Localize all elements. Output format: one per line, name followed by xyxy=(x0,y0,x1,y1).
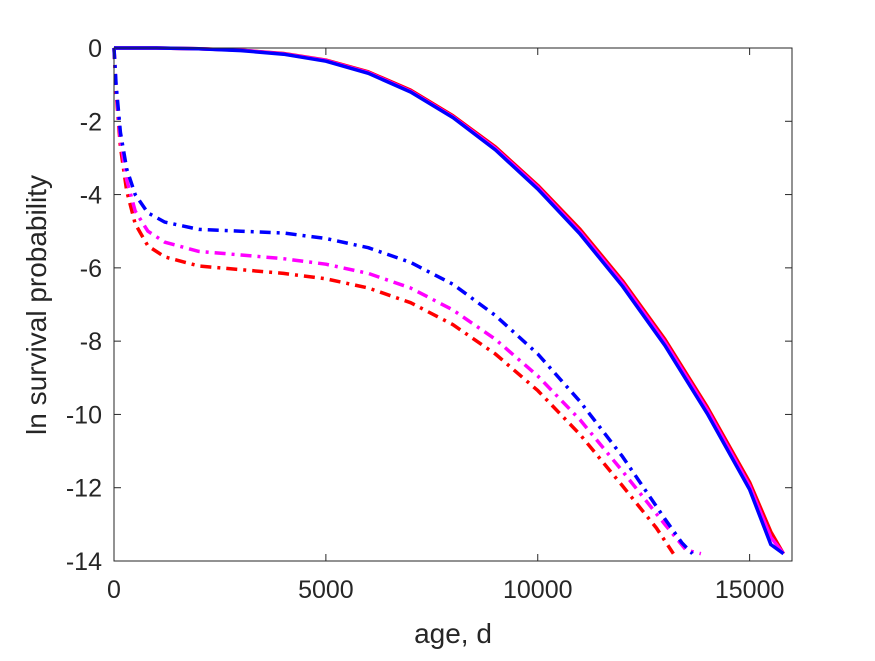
series-line-1 xyxy=(114,46,786,555)
y-tick-label: 0 xyxy=(88,35,102,63)
y-tick-label: -6 xyxy=(80,255,102,283)
series-line-3 xyxy=(114,46,785,556)
y-tick-label: -2 xyxy=(80,108,102,136)
x-tick-label: 15000 xyxy=(715,576,785,604)
series-line-6 xyxy=(112,47,694,555)
series-layer xyxy=(112,46,786,556)
y-tick-label: -14 xyxy=(66,548,102,576)
x-tick-label: 0 xyxy=(107,576,121,604)
x-tick-label: 10000 xyxy=(503,576,573,604)
x-axis-label: age, d xyxy=(414,618,492,649)
y-tick-label: -4 xyxy=(80,182,102,210)
series-line-4 xyxy=(112,47,675,555)
y-axis-label: ln survival probability xyxy=(21,175,52,435)
x-tick-label: 5000 xyxy=(298,576,354,604)
series-line-5 xyxy=(112,47,702,556)
y-tick-label: -10 xyxy=(66,401,102,429)
x-ticks: 0 5000 10000 15000 xyxy=(107,48,784,604)
axes-box xyxy=(113,47,793,562)
y-tick-label: -12 xyxy=(66,475,102,503)
y-tick-label: -8 xyxy=(80,328,102,356)
series-line-2 xyxy=(114,46,785,555)
y-ticks: 0 -2 -4 -6 -8 -10 -12 -14 xyxy=(66,35,792,576)
